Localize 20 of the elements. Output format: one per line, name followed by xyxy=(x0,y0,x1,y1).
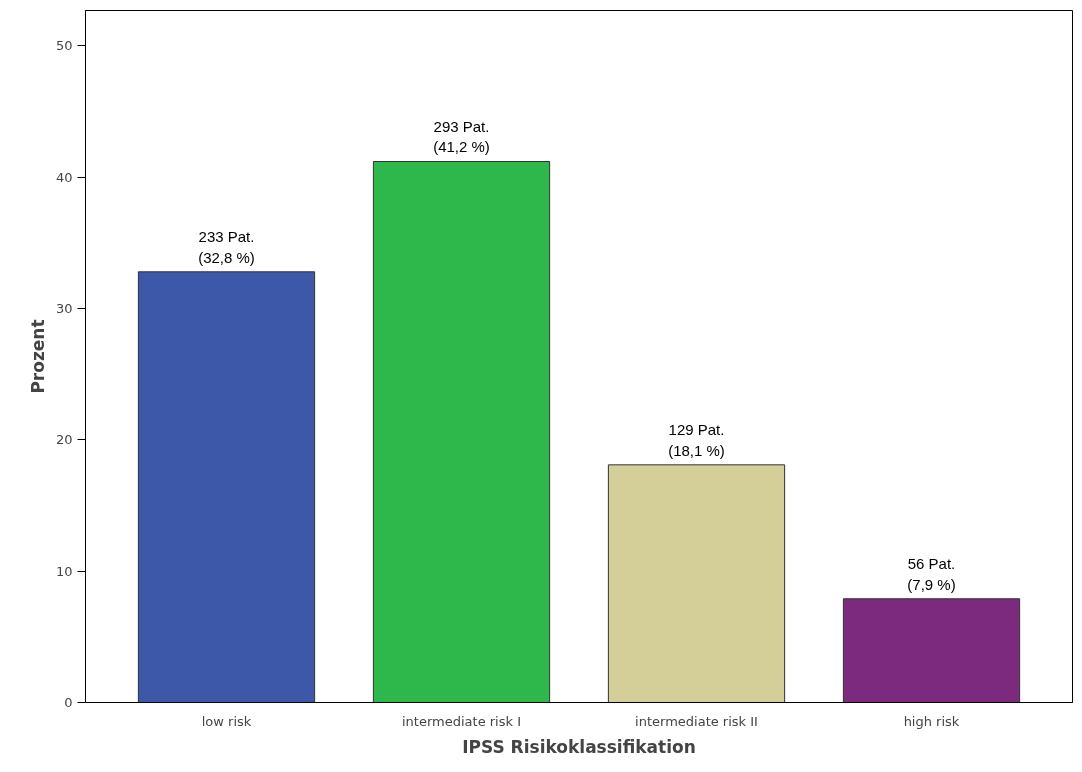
x-tick-label: intermediate risk I xyxy=(402,713,522,729)
bar xyxy=(372,161,551,703)
y-tick-label: 50 xyxy=(55,38,73,54)
x-tick-label: intermediate risk II xyxy=(635,713,758,729)
y-tick-label: 30 xyxy=(55,301,73,317)
data-label: 56 Pat. (7,9 %) xyxy=(907,555,956,593)
x-tick-label: low risk xyxy=(201,713,252,729)
x-axis-title: IPSS Risikoklassifikation xyxy=(462,736,696,757)
y-tick-label: 40 xyxy=(55,169,73,185)
bar xyxy=(137,271,316,703)
data-label: 129 Pat. (18,1 %) xyxy=(668,421,725,459)
bar xyxy=(842,598,1021,703)
x-tick-label: high risk xyxy=(903,713,960,729)
data-label: 233 Pat. (32,8 %) xyxy=(198,228,255,266)
y-tick-label: 0 xyxy=(64,695,73,710)
y-tick-label: 10 xyxy=(55,563,73,579)
bar xyxy=(607,464,786,703)
data-label: 293 Pat. (41,2 %) xyxy=(433,118,490,156)
y-axis-title: Prozent xyxy=(27,319,48,394)
y-tick-label: 20 xyxy=(55,432,73,448)
